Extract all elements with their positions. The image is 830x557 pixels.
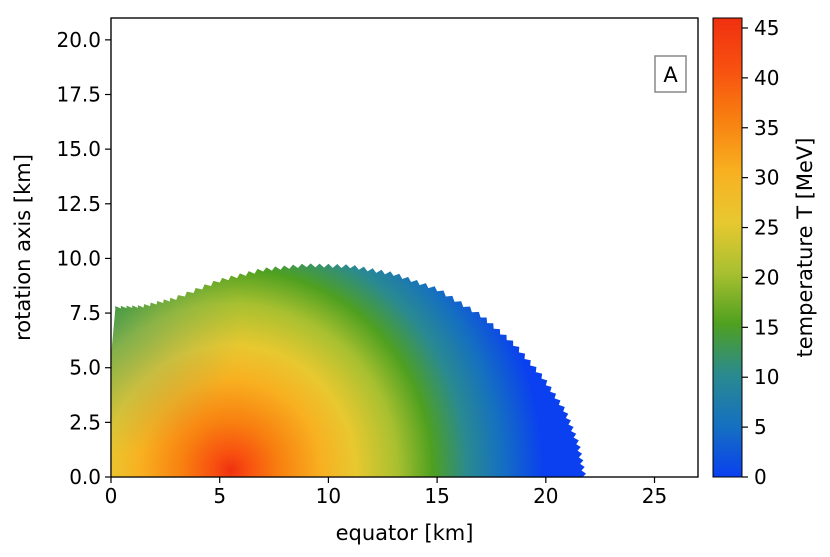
y-tick-label: 7.5 (69, 301, 101, 325)
colorbar-tick-label: 45 (754, 16, 779, 40)
x-tick-label: 0 (105, 484, 118, 508)
y-tick-label: 10.0 (56, 246, 101, 270)
x-axis-label: equator [km] (336, 521, 474, 545)
colorbar-tick-label: 35 (754, 116, 779, 140)
colorbar-tick-label: 40 (754, 66, 779, 90)
panel-label: A (663, 63, 678, 87)
y-tick-label: 20.0 (56, 28, 101, 52)
colorbar-label: temperature T [MeV] (793, 138, 817, 358)
y-axis-label: rotation axis [km] (11, 154, 35, 341)
y-tick-label: 12.5 (56, 192, 101, 216)
x-tick-label: 10 (316, 484, 341, 508)
plot-border (110, 17, 699, 478)
x-axis-ticks: 0 5 10 15 20 25 (105, 477, 667, 508)
y-tick-label: 2.5 (69, 410, 101, 434)
x-tick-label: 5 (213, 484, 226, 508)
colorbar-tick-label: 15 (754, 315, 779, 339)
y-tick-label: 15.0 (56, 137, 101, 161)
y-tick-label: 0.0 (69, 465, 101, 489)
colorbar-ticks: 0 5 10 15 20 25 30 35 40 45 (742, 16, 779, 489)
x-tick-label: 25 (642, 484, 667, 508)
x-tick-label: 15 (424, 484, 449, 508)
colorbar-tick-label: 0 (754, 465, 767, 489)
colorbar-tick-label: 30 (754, 166, 779, 190)
y-axis-ticks: 0.0 2.5 5.0 7.5 10.0 12.5 15.0 17.5 20.0 (56, 28, 111, 489)
x-tick-label: 20 (533, 484, 558, 508)
y-tick-label: 5.0 (69, 356, 101, 380)
colorbar-tick-label: 20 (754, 265, 779, 289)
colorbar-scale (712, 17, 743, 478)
panel-label-box: A (654, 55, 687, 93)
colorbar: 0 5 10 15 20 25 30 35 40 45 temperature T [MeV] (712, 16, 817, 489)
colorbar-tick-label: 5 (754, 415, 767, 439)
plot-area: 0 5 10 15 20 25 0.0 2.5 5.0 7.5 10.0 12.5 15.0 17.5 2… (11, 17, 699, 545)
colorbar-tick-label: 10 (754, 365, 779, 389)
colorbar-tick-label: 25 (754, 216, 779, 240)
y-tick-label: 17.5 (56, 83, 101, 107)
